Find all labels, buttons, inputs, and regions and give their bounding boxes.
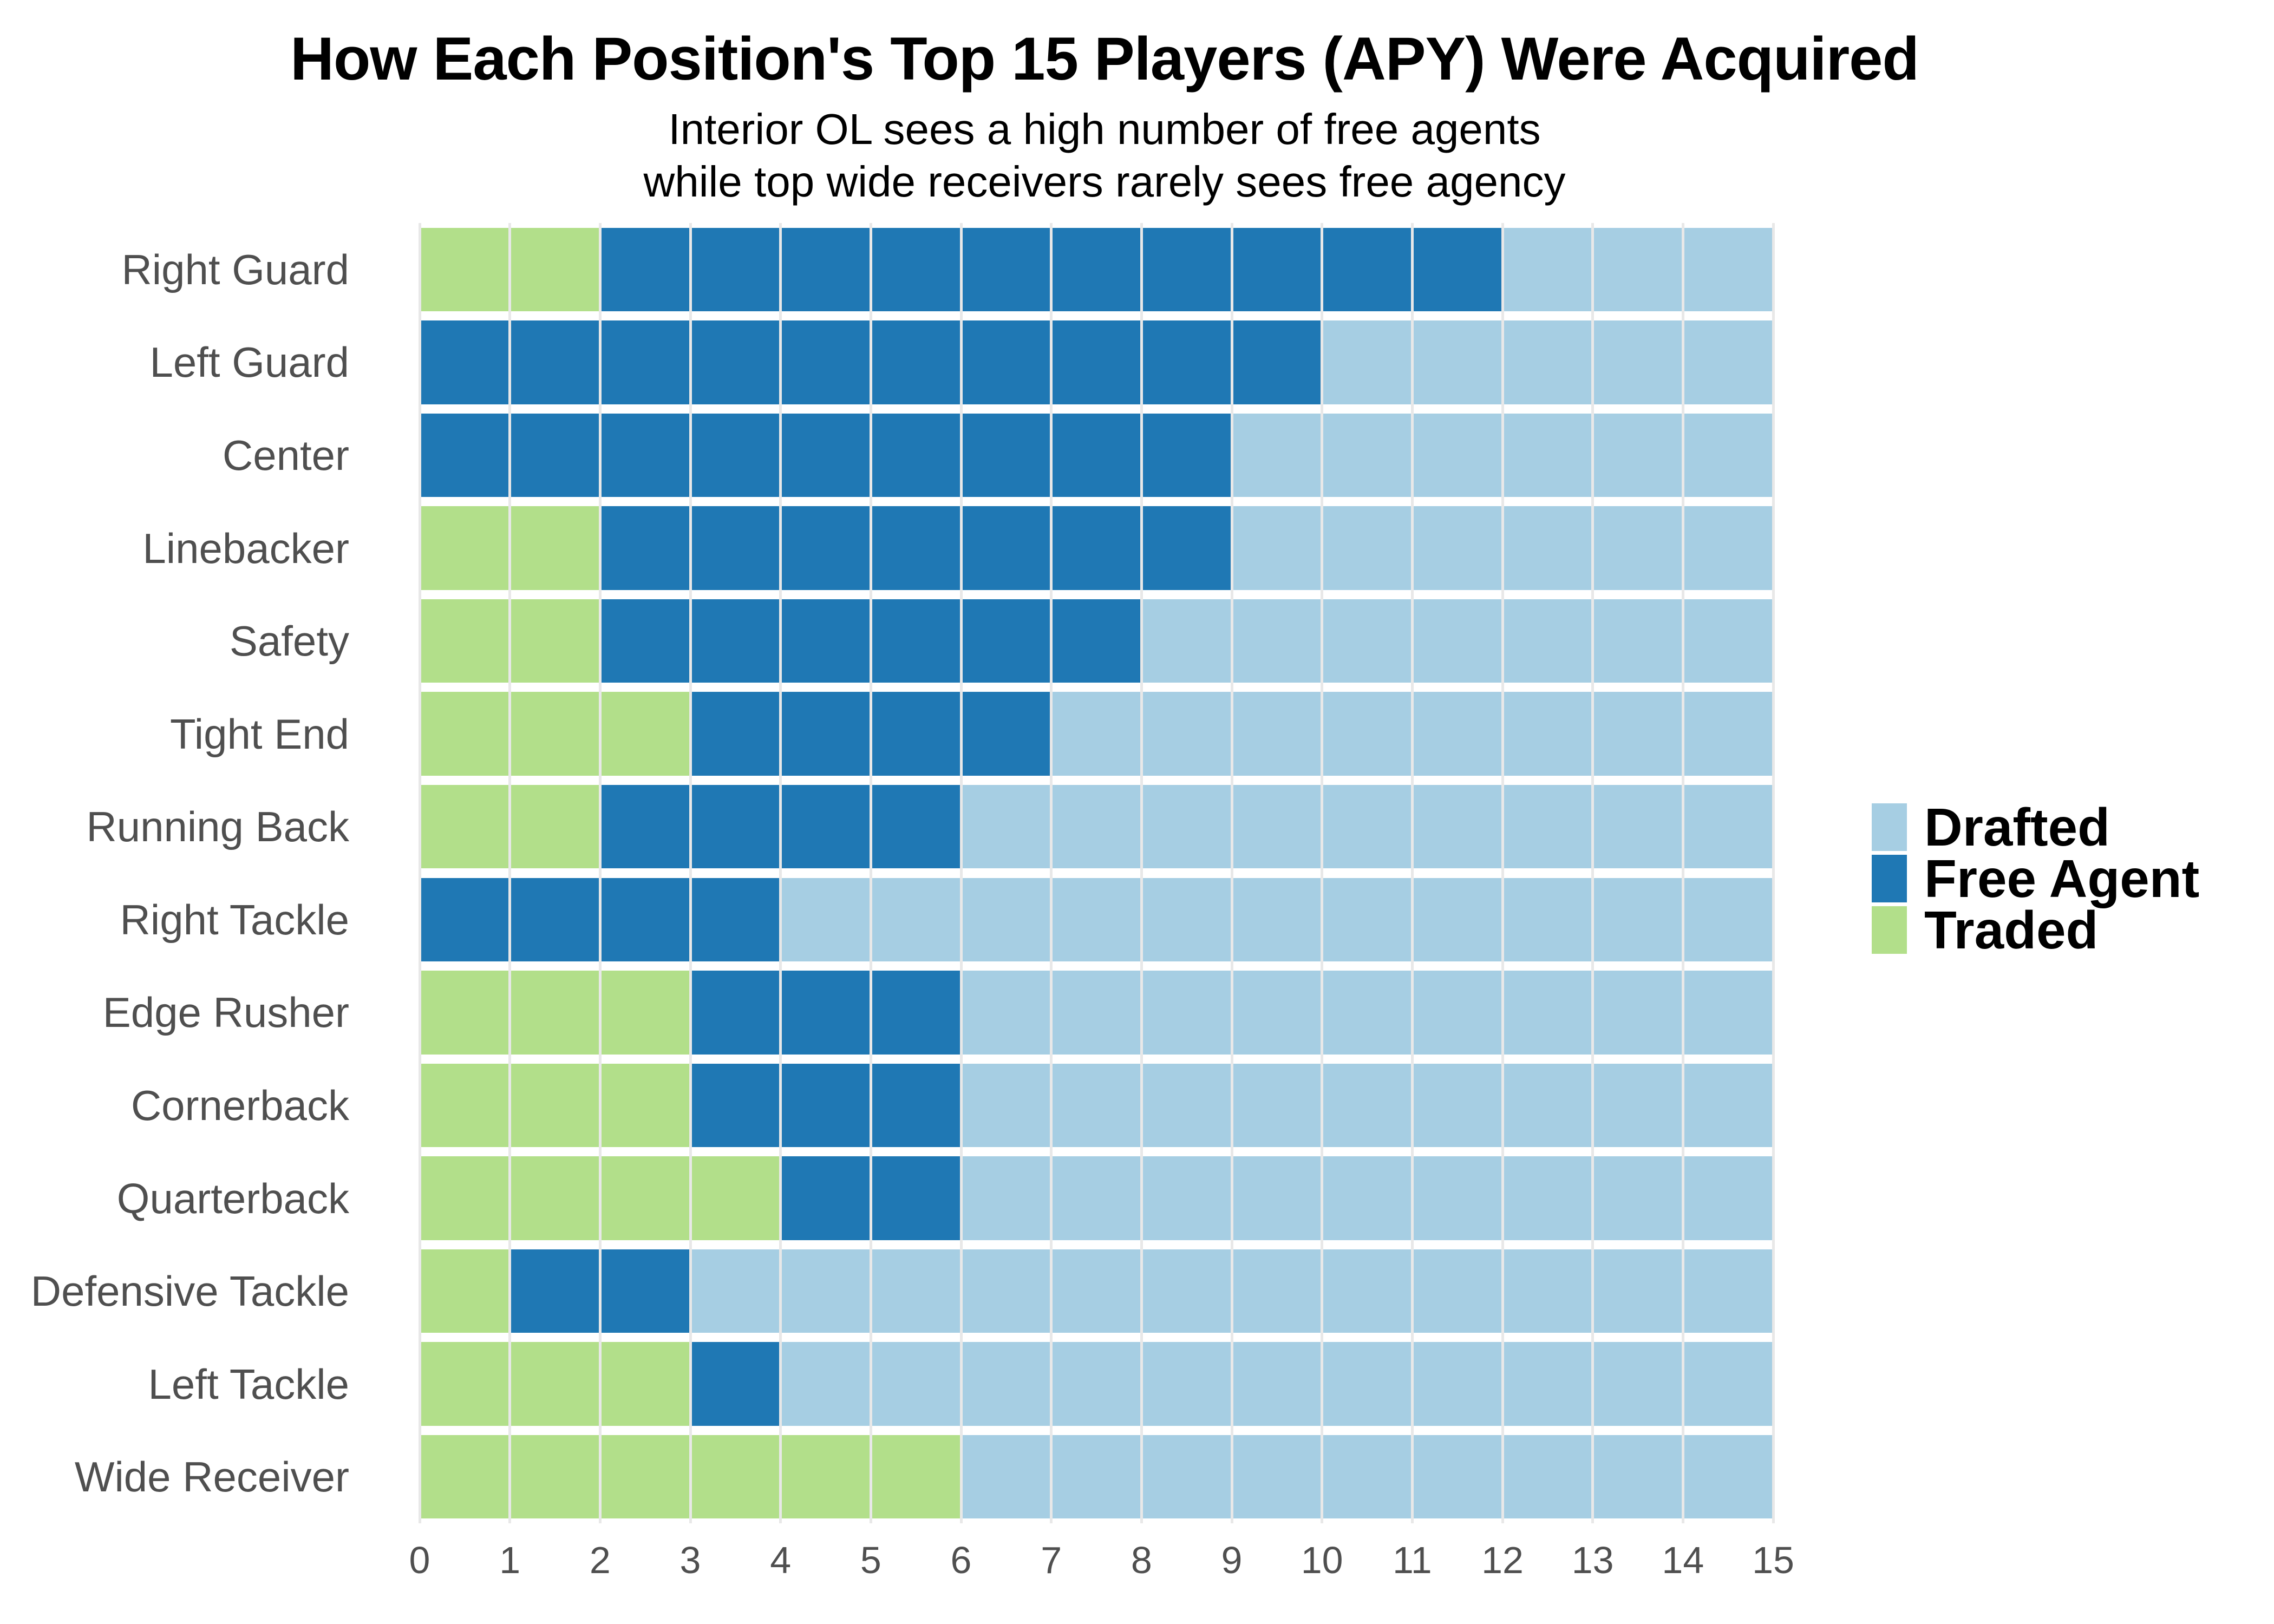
bar-segment [420, 971, 690, 1055]
x-tick-label: 14 [1662, 1539, 1704, 1581]
gridline [1321, 223, 1324, 1523]
x-tick-label: 4 [770, 1539, 792, 1581]
y-axis-label: Quarterback [116, 1174, 349, 1222]
bar-segment [780, 1342, 1773, 1426]
bar-row [420, 1063, 1773, 1148]
x-tick-label: 6 [950, 1539, 972, 1581]
y-axis-label: Safety [229, 617, 349, 665]
bar-row [420, 413, 1773, 497]
bar-segment [420, 692, 690, 776]
bar-segment [420, 413, 1232, 497]
bar-row [420, 599, 1773, 683]
gridline [869, 223, 872, 1523]
x-tick-label: 3 [679, 1539, 701, 1581]
y-axis-label: Linebacker [142, 524, 349, 572]
x-tick-label: 13 [1571, 1539, 1614, 1581]
bar-segment [961, 971, 1773, 1055]
x-tick-label: 8 [1131, 1539, 1152, 1581]
y-axis-label: Cornerback [130, 1081, 349, 1129]
bar-segment [690, 1063, 961, 1148]
y-axis-label: Defensive Tackle [30, 1267, 349, 1315]
bar-segment [600, 506, 1232, 590]
legend-item: Traded [1872, 900, 2199, 960]
bar-segment [961, 1156, 1773, 1240]
gridline [418, 223, 421, 1523]
bar-row [420, 320, 1773, 404]
x-tick-label: 0 [409, 1539, 430, 1581]
x-tick-label: 11 [1392, 1539, 1432, 1581]
bar-row [420, 227, 1773, 311]
chart-subtitle-line1: Interior OL sees a high number of free a… [668, 105, 1541, 153]
bar-segment [690, 971, 961, 1055]
legend-swatch [1872, 803, 1907, 851]
y-axis-label: Left Tackle [148, 1360, 349, 1408]
bar-row [420, 878, 1773, 961]
gridline [508, 223, 512, 1523]
gridline [1410, 223, 1414, 1523]
gridline [1681, 223, 1684, 1523]
bar-segment [961, 785, 1773, 869]
bar-row [420, 785, 1773, 869]
gridline [959, 223, 963, 1523]
bar-segment [780, 878, 1773, 961]
gridline [1501, 223, 1504, 1523]
x-tick-label: 5 [860, 1539, 881, 1581]
gridline [1230, 223, 1233, 1523]
legend-swatch [1872, 855, 1907, 902]
x-tick-label: 10 [1301, 1539, 1343, 1581]
bar-segment [1322, 320, 1773, 404]
bar-row [420, 506, 1773, 590]
gridline [1050, 223, 1053, 1523]
legend-item: Drafted [1872, 797, 2199, 857]
bar-row [420, 1342, 1773, 1426]
bar-row [420, 971, 1773, 1055]
bar-row [420, 1156, 1773, 1240]
bar-segment [961, 1435, 1773, 1519]
gridline [689, 223, 692, 1523]
x-tick-label: 15 [1752, 1539, 1794, 1581]
gridline [1772, 223, 1775, 1523]
x-tick-label: 7 [1041, 1539, 1062, 1581]
x-tick-label: 1 [499, 1539, 521, 1581]
x-tick-label: 9 [1221, 1539, 1243, 1581]
legend-swatch [1872, 906, 1907, 954]
gridline [598, 223, 602, 1523]
legend-label: Free Agent [1924, 849, 2200, 908]
gridline [779, 223, 782, 1523]
gridline [1591, 223, 1595, 1523]
bar-segment [961, 1063, 1773, 1148]
plot-area [418, 223, 1775, 1523]
bar-segment [420, 1249, 510, 1333]
legend-label: Traded [1924, 900, 2099, 960]
y-axis-label: Right Tackle [120, 895, 349, 944]
legend-item: Free Agent [1872, 849, 2200, 908]
page-title: How Each Position's Top 15 Players (APY)… [290, 25, 1919, 93]
x-tick-label: 12 [1481, 1539, 1524, 1581]
chart-subtitle-line2: while top wide receivers rarely sees fre… [643, 158, 1566, 206]
bar-segment [420, 1063, 690, 1148]
y-axis-label: Tight End [170, 710, 349, 758]
y-axis-label: Edge Rusher [102, 988, 349, 1037]
legend-label: Drafted [1924, 797, 2110, 857]
bar-row [420, 1249, 1773, 1333]
bar-segment [690, 1342, 781, 1426]
y-axis-label: Right Guard [121, 245, 349, 293]
bar-row [420, 692, 1773, 776]
x-tick-label: 2 [589, 1539, 611, 1581]
y-axis-label: Wide Receiver [74, 1453, 349, 1501]
bar-segment [1502, 227, 1773, 311]
gridline [1140, 223, 1143, 1523]
bar-segment [1141, 599, 1773, 683]
legend: Drafted Free Agent Traded [1872, 797, 2200, 960]
y-axis-label: Center [222, 431, 349, 479]
chart-subtitle: Interior OL sees a high number of free a… [0, 103, 2209, 208]
y-axis-label: Left Guard [149, 338, 349, 387]
bar-row [420, 1435, 1773, 1519]
bar-segment [420, 1342, 690, 1426]
y-axis-label: Running Back [86, 803, 349, 851]
